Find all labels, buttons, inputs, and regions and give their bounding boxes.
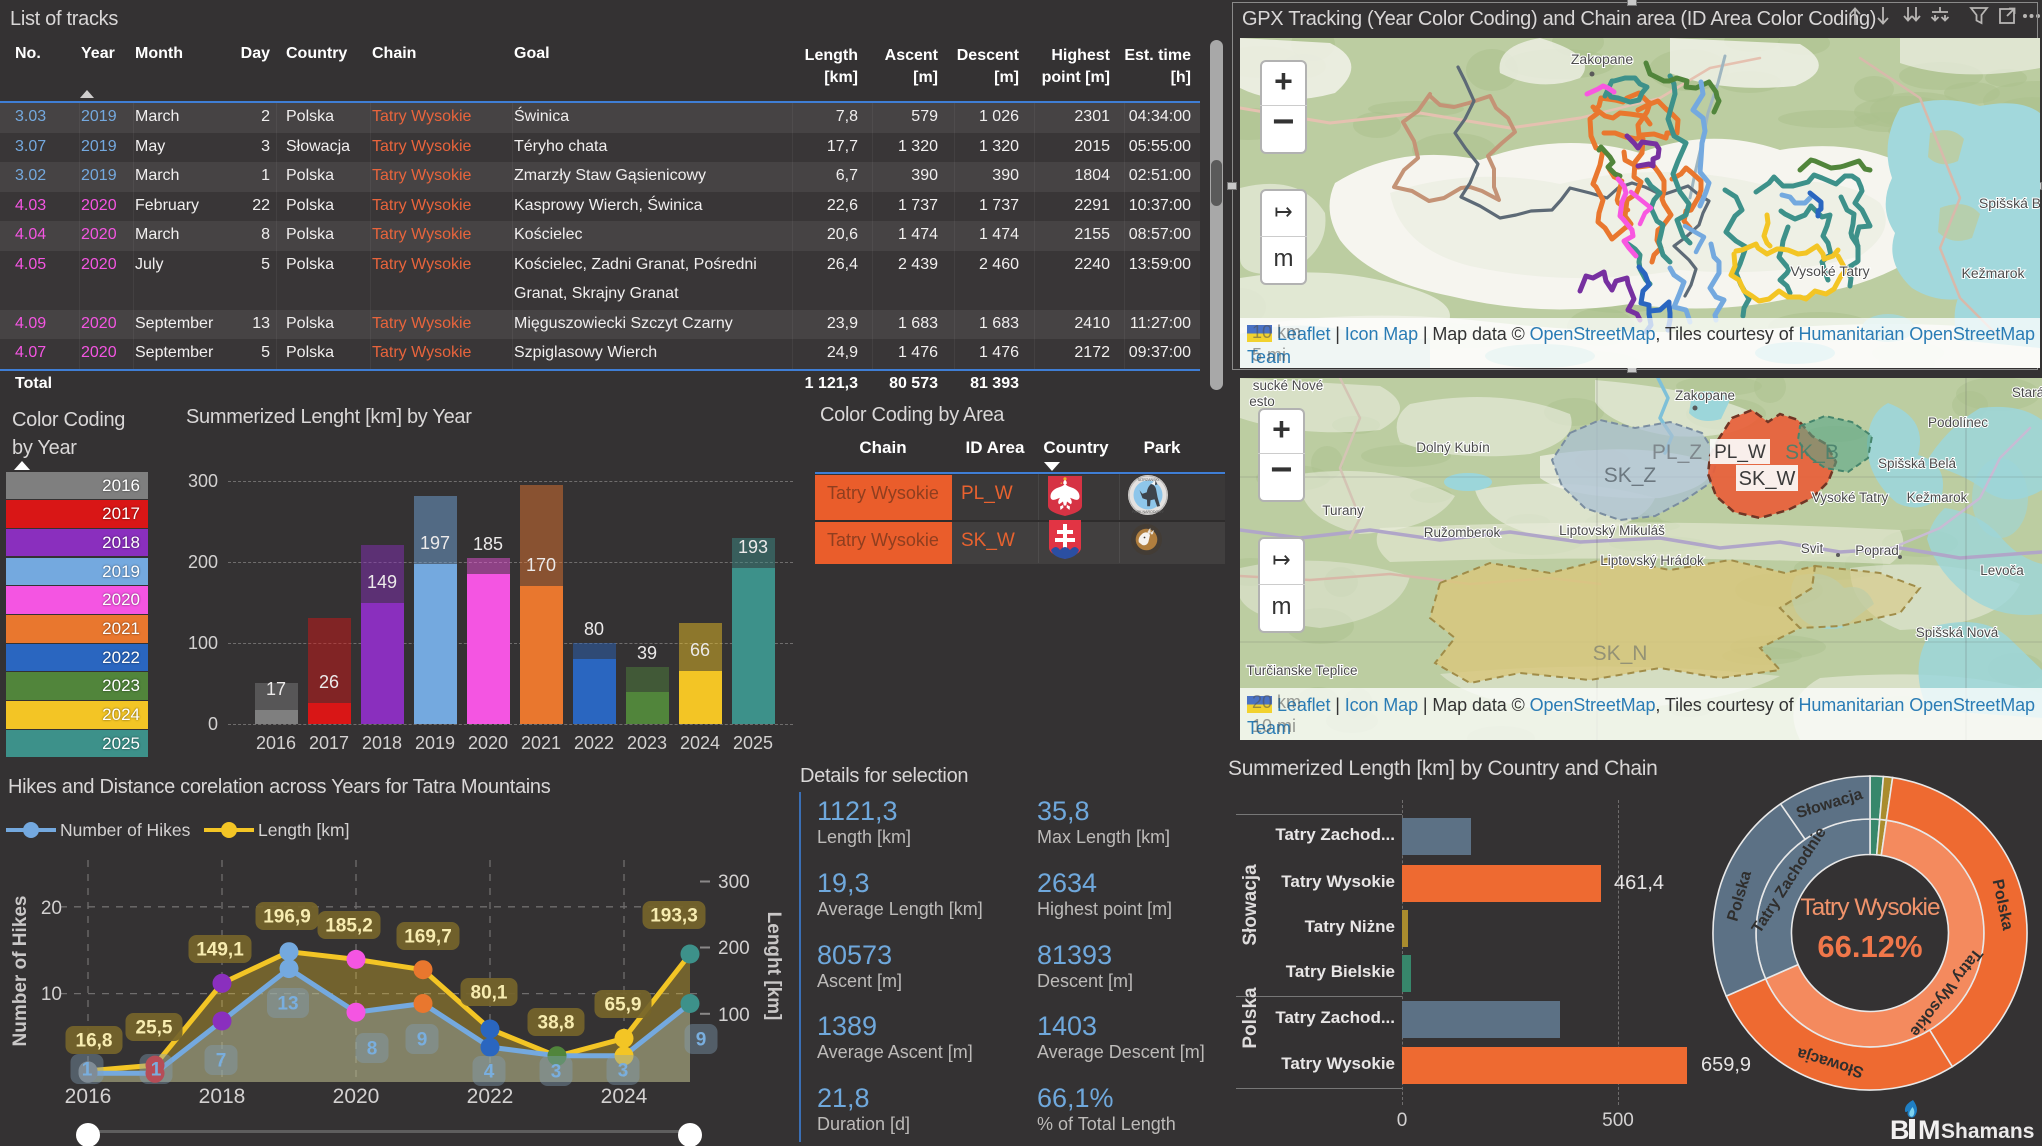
svg-text:Spišská Nová: Spišská Nová [1916, 625, 1999, 640]
svg-text:Tatry Wysokie: Tatry Wysokie [1800, 894, 1940, 921]
svg-text:PARK NARODOWY: PARK NARODOWY [1132, 510, 1165, 514]
svg-text:SK_W: SK_W [1739, 468, 1796, 490]
svg-text:8: 8 [367, 1039, 378, 1060]
svg-text:TATRZAŃSKI: TATRZAŃSKI [1137, 478, 1159, 482]
svg-text:169,7: 169,7 [404, 927, 452, 948]
svg-text:20: 20 [41, 898, 62, 919]
svg-text:2024: 2024 [601, 1085, 648, 1108]
svg-text:PL_Z: PL_Z [1652, 441, 1702, 464]
svg-text:Kežmarok: Kežmarok [1961, 265, 2025, 281]
svg-text:2022: 2022 [467, 1085, 514, 1108]
svg-text:200: 200 [718, 938, 750, 959]
svg-text:66.12%: 66.12% [1817, 929, 1922, 964]
svg-text:10: 10 [41, 984, 62, 1005]
svg-text:Spišská Belá: Spišská Belá [1878, 456, 1957, 471]
svg-text:PL_W: PL_W [1714, 442, 1766, 463]
svg-text:Turčianske Teplice: Turčianske Teplice [1246, 663, 1357, 678]
svg-text:3: 3 [551, 1062, 562, 1083]
svg-text:M: M [1918, 1115, 1941, 1145]
svg-text:16,8: 16,8 [76, 1031, 113, 1052]
svg-text:2018: 2018 [199, 1085, 246, 1108]
svg-text:esto: esto [1249, 394, 1275, 409]
svg-text:149,1: 149,1 [196, 940, 244, 961]
svg-text:25,5: 25,5 [136, 1018, 173, 1039]
svg-text:Spišská B: Spišská B [1979, 195, 2040, 211]
svg-text:1: 1 [82, 1060, 93, 1081]
svg-text:Poprad: Poprad [1855, 543, 1899, 558]
svg-text:7: 7 [216, 1051, 227, 1072]
svg-text:Zakopane: Zakopane [1675, 388, 1735, 403]
svg-text:B: B [1890, 1115, 1909, 1145]
svg-text:Vysoké Tatry: Vysoké Tatry [1812, 490, 1889, 505]
svg-text:2016: 2016 [65, 1085, 112, 1108]
svg-text:185,2: 185,2 [325, 916, 373, 937]
svg-text:2020: 2020 [333, 1085, 380, 1108]
svg-text:Shamans: Shamans [1941, 1120, 2034, 1143]
svg-text:Svit: Svit [1801, 541, 1824, 556]
svg-text:SK_N: SK_N [1593, 642, 1648, 665]
svg-text:Vysoké Tatry: Vysoké Tatry [1790, 263, 1869, 279]
svg-text:38,8: 38,8 [538, 1013, 575, 1034]
svg-text:Podolínec: Podolínec [1928, 415, 1988, 430]
svg-text:Kežmarok: Kežmarok [1907, 490, 1968, 505]
svg-text:Levoča: Levoča [1980, 563, 2024, 578]
svg-text:SK_B: SK_B [1785, 441, 1839, 464]
svg-text:300: 300 [718, 872, 750, 893]
svg-text:9: 9 [696, 1030, 707, 1051]
svg-text:Lenght [km]: Lenght [km] [763, 912, 784, 1021]
svg-text:13: 13 [277, 994, 298, 1015]
svg-text:100: 100 [718, 1005, 750, 1026]
svg-text:Turany: Turany [1322, 503, 1364, 518]
svg-text:4: 4 [484, 1062, 495, 1083]
svg-text:193,3: 193,3 [650, 906, 698, 927]
svg-text:Stará: Stará [2012, 385, 2042, 400]
svg-text:9: 9 [417, 1030, 428, 1051]
svg-text:Ružomberok: Ružomberok [1424, 525, 1501, 540]
svg-text:sucké Nové: sucké Nové [1253, 378, 1324, 393]
svg-text:65,9: 65,9 [605, 995, 642, 1016]
svg-text:Zakopane: Zakopane [1571, 51, 1633, 67]
svg-text:3: 3 [618, 1061, 629, 1082]
svg-text:Liptovský Hrádok: Liptovský Hrádok [1600, 553, 1704, 568]
svg-text:1: 1 [151, 1060, 162, 1081]
svg-text:Dolný Kubín: Dolný Kubín [1416, 440, 1490, 455]
svg-text:80,1: 80,1 [471, 983, 508, 1004]
svg-text:196,9: 196,9 [263, 907, 311, 928]
svg-text:SK_Z: SK_Z [1604, 464, 1657, 487]
svg-text:Liptovský Mikuláš: Liptovský Mikuláš [1559, 523, 1665, 538]
svg-text:Number of Hikes: Number of Hikes [10, 896, 31, 1047]
